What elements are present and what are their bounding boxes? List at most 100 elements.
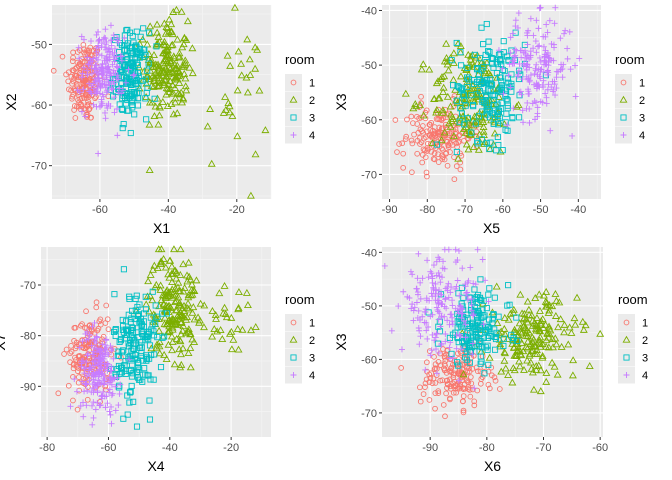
data-point-room-3	[479, 108, 486, 115]
data-point-room-4	[80, 86, 87, 93]
data-point-room-2	[549, 343, 557, 351]
data-point-room-4	[103, 53, 110, 60]
data-point-room-1	[396, 141, 402, 147]
data-point-room-1	[71, 103, 78, 109]
data-point-room-3	[500, 49, 507, 56]
data-point-room-2	[225, 102, 234, 110]
data-point-room-3	[133, 28, 140, 35]
data-point-room-1	[81, 74, 87, 81]
data-point-room-3	[137, 376, 144, 383]
data-point-room-4	[395, 303, 402, 310]
data-point-room-4	[91, 379, 98, 386]
data-point-room-2	[182, 86, 191, 94]
data-point-room-1	[427, 375, 434, 381]
data-point-room-2	[179, 40, 188, 48]
data-point-room-2	[192, 276, 201, 284]
data-point-room-4	[430, 285, 437, 292]
data-point-room-1	[399, 140, 406, 147]
data-point-room-1	[465, 386, 472, 392]
data-point-room-2	[251, 323, 260, 330]
data-point-room-4	[111, 80, 118, 87]
data-point-room-4	[78, 358, 85, 365]
data-point-room-2	[173, 35, 182, 43]
data-point-room-1	[437, 377, 444, 384]
data-point-room-4	[458, 314, 465, 321]
data-point-room-4	[114, 132, 121, 139]
data-point-room-2	[155, 326, 164, 334]
data-point-room-1	[394, 149, 400, 155]
data-point-room-4	[96, 371, 103, 378]
data-point-room-4	[429, 331, 436, 338]
data-point-room-1	[70, 67, 77, 74]
data-point-room-4	[107, 411, 114, 418]
data-point-room-3	[159, 310, 166, 317]
data-point-room-2	[520, 365, 528, 373]
data-point-room-2	[538, 315, 547, 322]
data-point-room-3	[133, 80, 140, 87]
data-point-room-3	[495, 121, 502, 128]
data-point-room-3	[150, 328, 157, 335]
data-point-room-4	[550, 57, 557, 64]
data-point-room-3	[142, 76, 149, 83]
data-point-room-3	[494, 101, 501, 108]
data-point-room-4	[96, 358, 103, 365]
data-point-room-4	[88, 342, 95, 349]
data-point-room-4	[468, 302, 475, 309]
x-tick-label: -40	[162, 442, 178, 454]
data-point-room-4	[101, 44, 108, 51]
data-point-room-4	[535, 25, 542, 32]
data-point-room-4	[472, 281, 479, 288]
data-point-room-2	[156, 281, 165, 289]
data-point-room-1	[439, 156, 446, 162]
data-point-room-1	[118, 354, 124, 361]
data-point-room-1	[474, 387, 481, 394]
data-point-room-2	[234, 288, 243, 296]
data-point-room-2	[557, 342, 566, 350]
legend-label: 2	[309, 335, 315, 347]
data-point-room-1	[72, 115, 79, 121]
y-tick-label: -50	[31, 39, 47, 51]
data-point-room-1	[105, 326, 112, 333]
legend-label: 3	[309, 353, 315, 365]
data-point-room-3	[468, 129, 475, 136]
data-point-room-4	[561, 30, 568, 37]
legend-key	[615, 109, 632, 126]
data-point-room-4	[550, 41, 557, 48]
data-point-room-2	[541, 297, 550, 305]
data-point-room-2	[569, 356, 578, 364]
data-point-room-1	[456, 138, 463, 145]
data-point-room-1	[485, 381, 492, 388]
data-point-room-3	[118, 349, 125, 356]
data-point-room-1	[429, 134, 435, 141]
data-point-room-4	[97, 358, 104, 365]
data-point-room-2	[529, 385, 538, 393]
data-point-room-3	[133, 423, 141, 430]
data-point-room-2	[538, 351, 547, 359]
data-point-room-2	[226, 61, 235, 69]
data-point-room-2	[237, 59, 246, 67]
data-point-room-4	[470, 311, 477, 318]
data-point-room-3	[120, 415, 127, 422]
data-point-room-2	[160, 37, 169, 45]
data-point-room-2	[181, 82, 190, 90]
data-point-room-4	[523, 66, 530, 73]
data-point-room-3	[490, 311, 497, 319]
data-point-room-2	[419, 60, 428, 68]
data-point-room-2	[173, 109, 182, 117]
data-point-room-4	[110, 355, 117, 362]
data-point-room-4	[78, 33, 85, 40]
data-point-room-1	[431, 353, 437, 360]
data-point-room-1	[432, 390, 439, 397]
data-point-room-4	[435, 269, 442, 276]
data-point-room-4	[469, 351, 476, 358]
data-point-room-4	[100, 388, 107, 395]
data-point-room-2	[168, 290, 177, 298]
data-point-room-3	[499, 147, 506, 154]
data-point-room-2	[419, 111, 428, 119]
data-point-room-4	[447, 311, 454, 318]
data-point-room-4	[95, 51, 102, 58]
data-point-room-2	[168, 278, 177, 286]
data-point-room-3	[157, 364, 165, 371]
data-point-room-4	[93, 31, 100, 38]
